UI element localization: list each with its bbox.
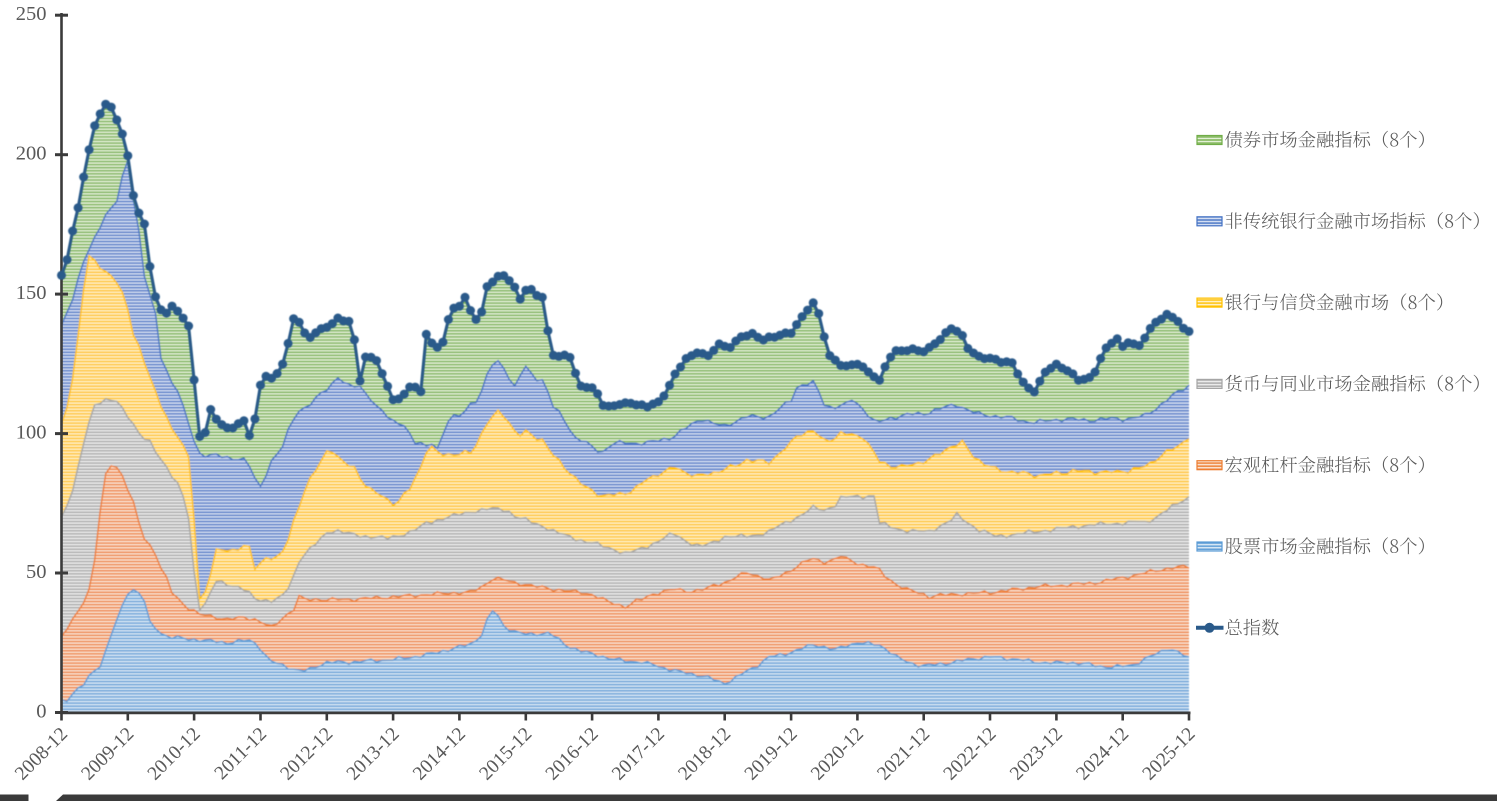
- svg-text:50: 50: [26, 561, 47, 583]
- svg-text:200: 200: [16, 143, 47, 165]
- svg-text:250: 250: [16, 3, 47, 25]
- svg-text:150: 150: [16, 282, 47, 304]
- svg-text:100: 100: [16, 422, 47, 444]
- svg-text:0: 0: [36, 701, 46, 723]
